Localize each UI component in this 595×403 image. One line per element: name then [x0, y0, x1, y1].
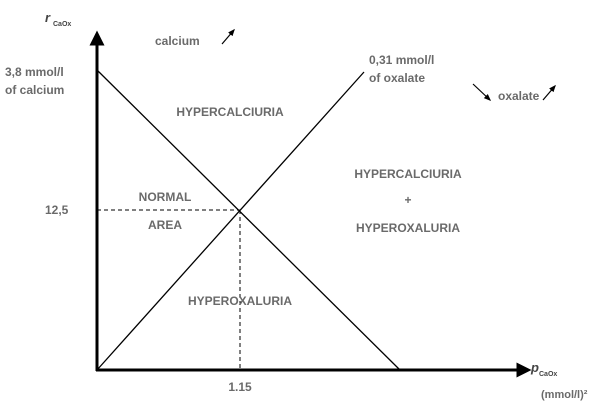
region-label: HYPERCALCIURIA [176, 105, 284, 119]
oxalate-direction: oxalate [498, 89, 540, 103]
calcium-direction: calcium [155, 34, 200, 48]
oxalate-label: of oxalate [369, 71, 425, 85]
region-label: HYPEROXALURIA [188, 294, 292, 308]
region-label: AREA [148, 218, 182, 232]
arrow-up [221, 28, 235, 45]
region-label: HYPEROXALURIA [356, 221, 460, 235]
calcium-label: of calcium [5, 83, 64, 97]
calcium-line [96, 69, 401, 371]
oxalate-line [96, 71, 365, 371]
y-symbol: r [45, 10, 51, 25]
calcium-label: 3,8 mmol/l [5, 65, 64, 79]
x-unit: (mmol/l)² [541, 389, 588, 401]
y-tick-label: 12,5 [45, 203, 69, 217]
region-label: HYPERCALCIURIA [354, 167, 462, 181]
x-subscript: CaOx [539, 371, 557, 378]
arrow-up [542, 84, 556, 101]
region-label: + [404, 193, 411, 207]
x-symbol: p [530, 360, 539, 375]
region-label: NORMAL [139, 190, 192, 204]
y-subscript: CaOx [53, 21, 71, 28]
oxalate-label: 0,31 mmol/l [369, 53, 434, 67]
arrow-down [472, 83, 492, 101]
x-tick-label: 1.15 [228, 380, 252, 394]
